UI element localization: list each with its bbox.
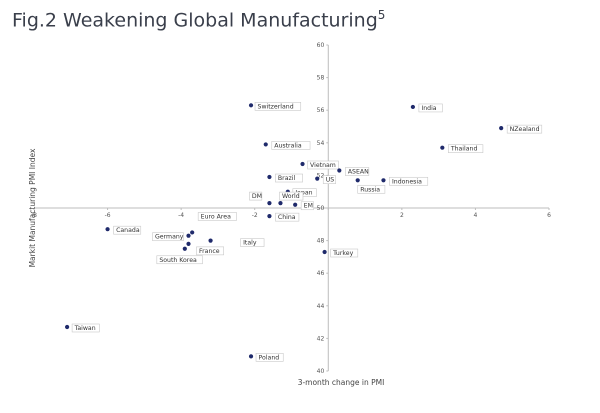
- point-label-em: EM: [304, 203, 313, 210]
- point-label-russia: Russia: [360, 186, 380, 193]
- y-tick-label: 58: [317, 75, 325, 82]
- point-label-switzerland: Switzerland: [258, 103, 294, 110]
- point-label-box: [71, 323, 100, 333]
- y-tick-label: 48: [317, 238, 325, 245]
- point-label-nzealand: NZealand: [510, 126, 540, 133]
- point-label-box: [113, 225, 142, 235]
- point-label-box: [307, 160, 339, 170]
- point-label-box: [271, 141, 311, 150]
- point-label-china: China: [278, 214, 296, 221]
- point-label-world: World: [282, 193, 300, 200]
- x-tick-label: -8: [31, 212, 37, 219]
- point-label-box: [506, 124, 543, 134]
- data-point-poland: [248, 354, 254, 359]
- data-point-canada: [105, 227, 110, 232]
- point-label-box: [156, 255, 203, 265]
- point-label-box: [322, 175, 336, 184]
- point-label-south-korea: South Korea: [159, 257, 197, 264]
- data-point-brazil: [267, 174, 272, 180]
- data-point-euro-area: [190, 230, 195, 235]
- point-label-box: [196, 246, 225, 256]
- point-label-box: [152, 232, 184, 242]
- data-point-dm: [267, 201, 272, 206]
- data-point-us: [315, 176, 320, 181]
- point-label-poland: Poland: [259, 354, 280, 361]
- point-label-thailand: Thailand: [450, 146, 478, 153]
- point-label-dm: DM: [252, 193, 262, 200]
- y-tick-label: 56: [317, 107, 325, 114]
- data-point-em: [293, 202, 298, 207]
- point-label-euro-area: Euro Area: [201, 213, 231, 220]
- chart-title-text: Fig.2 Weakening Global Manufacturing: [12, 9, 378, 32]
- x-tick-label: -2: [252, 212, 258, 219]
- x-tick-label: 2: [400, 212, 404, 219]
- data-point-china: [267, 214, 272, 219]
- data-point-france: [186, 241, 191, 246]
- y-tick-label: 44: [317, 303, 325, 310]
- point-label-asean: ASEAN: [348, 169, 369, 176]
- point-label-germany: Germany: [155, 234, 184, 241]
- data-point-thailand: [440, 145, 445, 150]
- data-point-taiwan: [65, 324, 70, 330]
- point-label-box: [279, 191, 304, 201]
- data-point-russia: [355, 178, 360, 183]
- point-label-box: [330, 248, 359, 258]
- data-point-turkey: [322, 249, 327, 255]
- chart-title: Fig.2 Weakening Global Manufacturing5: [12, 8, 385, 31]
- y-tick-label: 46: [317, 270, 325, 277]
- y-tick-label: 60: [317, 42, 325, 49]
- y-tick-label: 52: [317, 172, 325, 179]
- data-point-south-korea: [182, 246, 187, 251]
- data-point-world: [278, 201, 283, 206]
- point-label-box: [300, 201, 314, 211]
- y-axis-label: Markit Manufacturing PMI Index: [28, 148, 37, 267]
- point-label-box: [275, 173, 303, 183]
- point-label-vietnam: Vietnam: [310, 162, 336, 169]
- point-label-canada: Canada: [116, 227, 140, 234]
- x-tick-label: 4: [474, 212, 478, 219]
- x-axis-label: 3-month change in PMI: [298, 378, 385, 387]
- point-label-box: [249, 191, 263, 201]
- point-label-box: [345, 167, 370, 176]
- point-label-taiwan: Taiwan: [74, 325, 96, 332]
- title-footnote: 5: [377, 8, 386, 22]
- x-tick-label: -4: [178, 212, 184, 219]
- x-tick-label: -6: [105, 212, 111, 219]
- data-point-switzerland: [248, 103, 254, 108]
- y-tick-label: 54: [317, 140, 325, 147]
- point-label-italy: Italy: [243, 240, 257, 247]
- point-label-box: [197, 212, 237, 221]
- point-label-turkey: Turkey: [332, 250, 353, 257]
- x-tick-label: 6: [547, 212, 551, 219]
- y-tick-label: 50: [317, 205, 325, 212]
- point-label-japan: Japan: [294, 190, 312, 197]
- point-label-box: [418, 103, 443, 113]
- data-points: Switzerland India NZealand Australia Thailan…: [65, 102, 543, 362]
- y-tick-label: 40: [317, 368, 325, 375]
- data-point-italy: [208, 238, 213, 243]
- point-label-box: [448, 144, 484, 153]
- data-point-india: [410, 104, 415, 110]
- point-label-australia: Australia: [274, 142, 302, 149]
- data-point-vietnam: [300, 161, 305, 167]
- point-label-box: [357, 184, 386, 194]
- point-label-us: US: [326, 177, 335, 184]
- point-label-brazil: Brazil: [278, 175, 296, 182]
- data-point-nzealand: [499, 126, 504, 131]
- point-label-india: India: [421, 105, 436, 112]
- point-label-box: [254, 102, 302, 111]
- data-point-indonesia: [381, 178, 386, 183]
- data-point-australia: [263, 142, 268, 147]
- data-point-germany: [186, 233, 191, 238]
- data-point-asean: [337, 168, 342, 173]
- point-label-indonesia: Indonesia: [392, 178, 422, 185]
- point-label-box: [275, 212, 300, 222]
- point-label-box: [389, 176, 429, 186]
- point-label-box: [240, 238, 265, 247]
- point-label-box: [255, 353, 284, 362]
- y-tick-label: 42: [317, 335, 325, 342]
- point-label-france: France: [199, 248, 220, 255]
